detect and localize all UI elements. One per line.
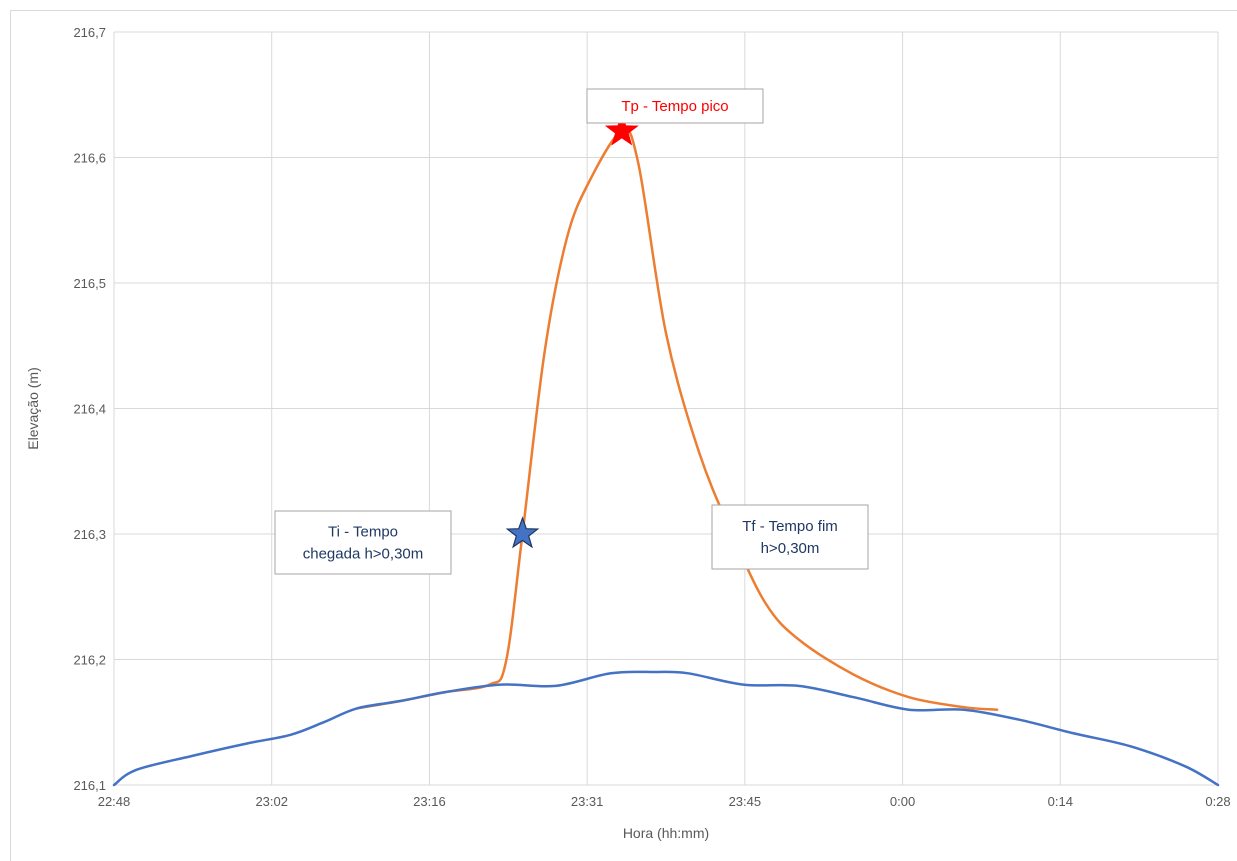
annotation-text-tf: Tf - Tempo fim <box>742 518 838 535</box>
y-tick-label: 216,1 <box>73 778 106 793</box>
annotation-box-tf <box>711 504 869 570</box>
marker-star-tp <box>604 113 639 146</box>
annotation-text-ti: chegada h>0,30m <box>303 546 424 563</box>
x-tick-label: 23:31 <box>571 794 604 809</box>
chart-frame-left <box>10 10 11 861</box>
annotation-text-tf: h>0,30m <box>761 540 820 557</box>
x-tick-label: 22:48 <box>98 794 131 809</box>
x-tick-label: 23:45 <box>729 794 762 809</box>
y-tick-label: 216,7 <box>73 25 106 40</box>
x-tick-label: 0:00 <box>890 794 915 809</box>
y-tick-label: 216,6 <box>73 151 106 166</box>
annotation-text-ti: Ti - Tempo <box>328 524 398 541</box>
series-line-orange <box>355 128 999 711</box>
y-axis-title: Elevação (m) <box>25 367 41 449</box>
x-tick-label: 0:14 <box>1048 794 1073 809</box>
y-tick-label: 216,5 <box>73 276 106 291</box>
annotation-text-tp: Tp - Tempo pico <box>621 98 728 115</box>
x-tick-label: 23:16 <box>413 794 446 809</box>
annotation-box-ti <box>274 510 452 575</box>
y-tick-label: 216,3 <box>73 527 106 542</box>
series-line-blue <box>112 670 1220 787</box>
annotation-box-tp <box>586 88 764 124</box>
y-tick-label: 216,2 <box>73 653 106 668</box>
x-axis-title: Hora (hh:mm) <box>623 825 709 841</box>
x-tick-label: 23:02 <box>255 794 288 809</box>
chart-frame-top <box>10 10 1237 11</box>
y-tick-label: 216,4 <box>73 402 106 417</box>
x-tick-label: 0:28 <box>1205 794 1230 809</box>
marker-star-ti <box>505 516 540 549</box>
